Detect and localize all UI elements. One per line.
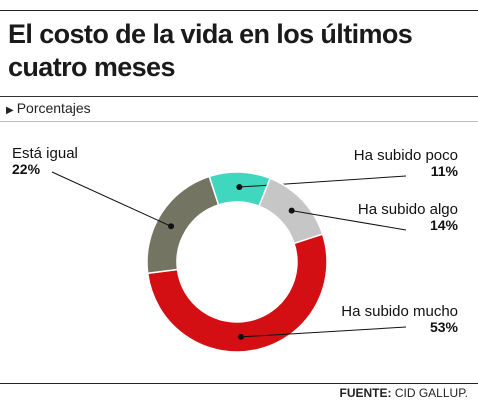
bottom-rule — [0, 383, 478, 384]
leader-line-esta-igual — [51, 171, 172, 227]
subtitle-text: Porcentajes — [16, 100, 91, 116]
donut-slice-esta-igual — [146, 175, 220, 275]
leader-dot-ha-subido-algo — [288, 207, 295, 214]
source-note: FUENTE: CID GALLUP. — [340, 386, 469, 400]
chart-title: El costo de la vida en los últimos cuatr… — [8, 19, 413, 82]
slice-value-ha-subido-mucho: 53% — [430, 319, 459, 335]
leader-dot-esta-igual — [168, 223, 175, 230]
subtitle-bottom-rule — [0, 121, 478, 122]
slice-value-esta-igual: 22% — [12, 161, 41, 177]
leader-dot-ha-subido-poco — [236, 184, 243, 191]
slice-label-ha-subido-poco: Ha subido poco — [354, 147, 458, 164]
slice-label-esta-igual: Está igual — [12, 145, 78, 162]
top-rule — [0, 10, 478, 11]
slice-value-ha-subido-algo: 14% — [430, 217, 459, 233]
leader-line-ha-subido-mucho — [240, 326, 407, 338]
source-label: FUENTE: — [339, 386, 392, 400]
slice-value-ha-subido-poco: 11% — [431, 163, 459, 179]
slice-label-ha-subido-mucho: Ha subido mucho — [341, 303, 458, 320]
subtitle-top-rule — [0, 96, 478, 97]
leader-line-ha-subido-algo — [291, 210, 407, 231]
slice-label-ha-subido-algo: Ha subido algo — [358, 201, 458, 218]
donut-slice-ha-subido-mucho — [146, 233, 328, 353]
source-value: CID GALLUP. — [394, 386, 468, 400]
triangle-right-icon: ▶ — [6, 105, 14, 116]
leader-dot-ha-subido-mucho — [238, 333, 245, 340]
chart-subtitle: ▶ Porcentajes — [6, 100, 91, 116]
